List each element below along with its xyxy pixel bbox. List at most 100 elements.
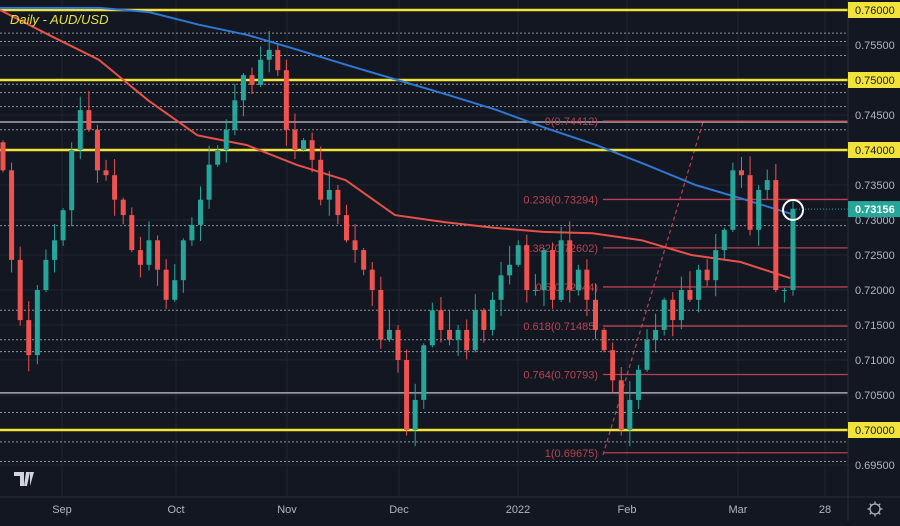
candle-body [189,224,195,241]
candle [43,249,49,293]
candle [163,259,169,309]
candle [773,164,779,293]
candle-body [240,75,246,101]
candle-body [593,299,598,330]
price-tick-label: 0.70500 [855,390,895,402]
candle [249,67,255,94]
candle-body [369,269,375,290]
candle [326,171,332,216]
candle [318,146,324,206]
candle-body [764,180,770,190]
time-tick-label: 28 [819,504,831,516]
candle [764,169,770,199]
candle [137,236,143,278]
key-level-price-label: 0.75000 [855,75,895,87]
candle-body [103,170,109,176]
candle-body [644,339,650,370]
key-level-price-badge [848,2,900,18]
time-tick-label: Nov [277,504,297,516]
candle-body [318,159,324,200]
time-tick-label: Mar [729,504,748,516]
time-tick-label: Sep [52,504,72,516]
candle-body [661,299,667,330]
candle-body [301,140,307,150]
candle-body [120,199,126,216]
candle-body [730,170,736,230]
candle-body [601,329,607,351]
fib-level-label: 0.618(0.71485) [523,321,598,333]
candle-body [738,170,744,176]
candle [266,31,272,73]
price-tick-label: 0.72000 [855,285,895,297]
candle [129,207,135,253]
candle-body [335,189,341,216]
candle [180,238,186,293]
candle [678,276,684,330]
candle [112,159,118,216]
candle [421,343,427,409]
current-price-badge [848,201,900,218]
candle [438,297,444,343]
candle [541,248,547,307]
candle [790,201,796,296]
candle-body [541,250,547,290]
fib-level-label: 0(0.74412) [545,116,598,128]
candle-body [781,290,787,291]
candle [232,84,238,136]
candle-body [558,240,564,300]
candle [670,292,676,337]
candle-body [532,290,538,291]
candle [412,383,418,447]
settings-gear-icon[interactable] [867,501,883,517]
candle [386,311,392,342]
candle-body [206,164,212,200]
candle-body [678,290,684,321]
candle [532,273,538,296]
candle [472,294,478,353]
gear-tooth [869,503,872,506]
candle [198,186,203,241]
candle-body [756,189,762,230]
candle [361,248,367,276]
candle-body [112,175,118,200]
candle [69,142,75,227]
candle-body [9,170,15,260]
candle [429,302,435,348]
candle [60,208,66,246]
candle-body [361,250,367,270]
price-tick-label: 0.72500 [855,250,895,262]
candle-body [215,150,221,165]
candle [550,242,556,309]
candle [524,234,530,303]
candle-body [249,75,255,85]
candle-body [155,240,161,270]
candle-body [635,369,641,400]
time-tick-label: Feb [618,504,637,516]
candle-body [26,320,32,356]
candle-body [283,70,289,130]
candle [730,162,736,232]
highlight-circle [782,199,804,221]
candle-body [412,399,418,430]
candle-body [266,49,272,60]
candle-body [77,110,83,150]
candle-body [472,310,478,351]
candle-body [275,49,281,71]
candle [627,381,633,447]
candle [0,140,6,173]
gear-tooth [878,503,881,506]
candle-body [378,290,384,340]
price-tick-label: 0.69500 [855,460,895,472]
candle [172,264,178,302]
candle-body [352,240,358,251]
key-level-price-label: 0.70000 [855,425,895,437]
logo-shape [14,472,34,486]
candle-body [34,290,40,356]
candle-body [515,245,521,265]
candle-body [17,259,23,321]
price-tick-label: 0.75500 [855,40,895,52]
candle [215,145,221,167]
candle-body [567,240,573,290]
candle [343,204,349,243]
